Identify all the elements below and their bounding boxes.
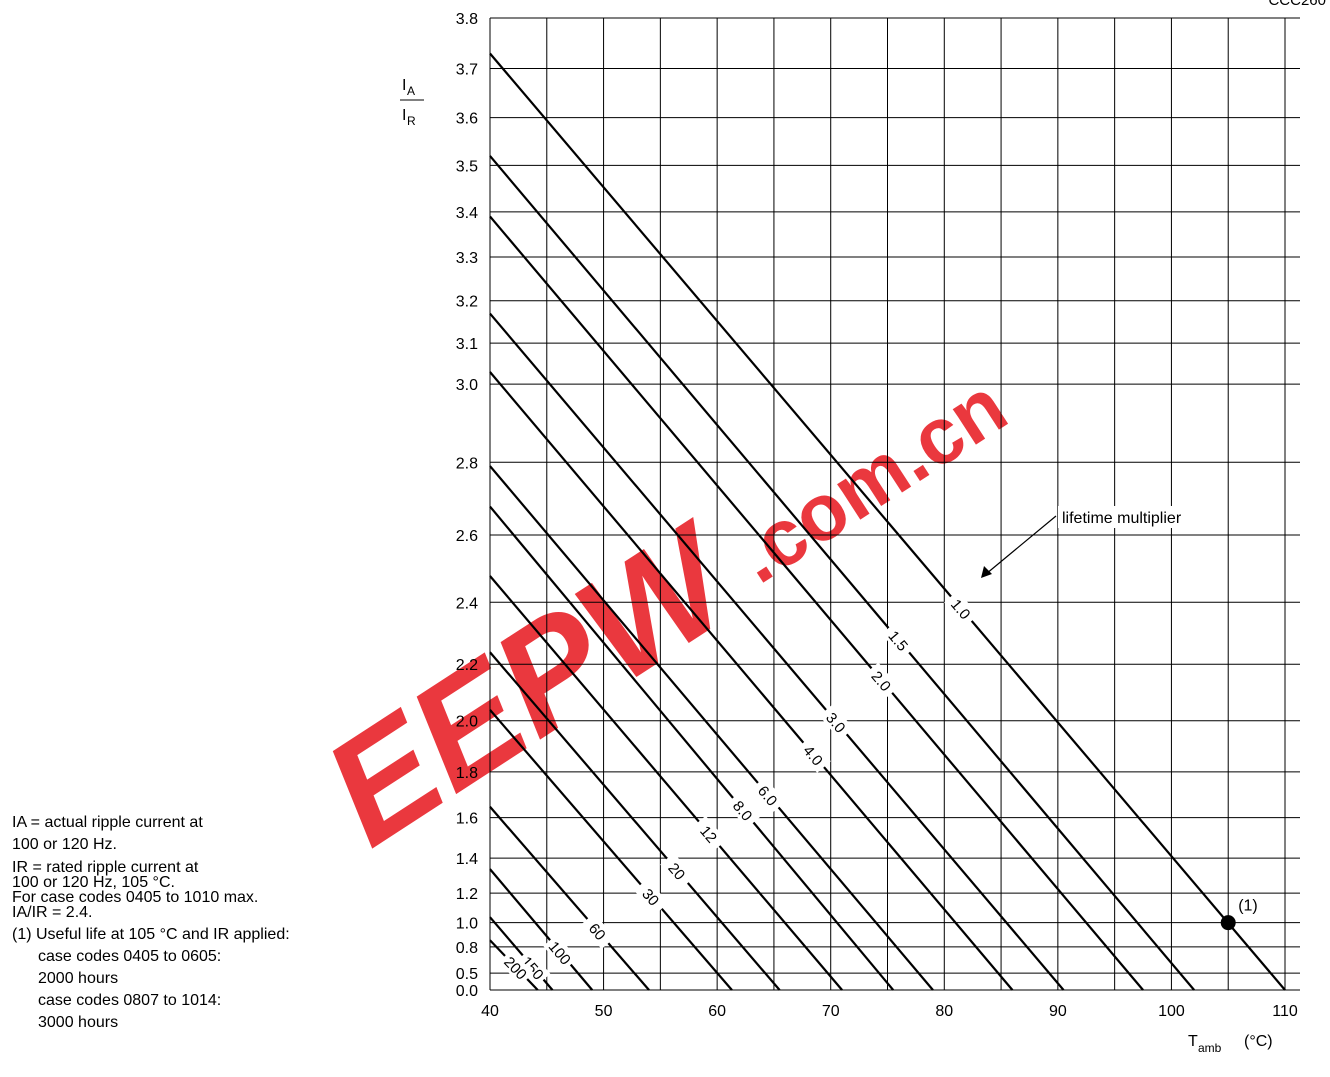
notes-block: IA = actual ripple current at 100 or 120…	[12, 812, 402, 1034]
series-line	[489, 155, 1195, 991]
y-tick-label: 3.8	[456, 11, 478, 28]
y-tick-label: 1.6	[456, 811, 478, 828]
y-tick-label: 3.5	[456, 158, 478, 175]
y-tick-label: 0.8	[456, 940, 478, 957]
point-1-label: (1)	[1238, 898, 1258, 915]
series-label-group: 20	[660, 852, 695, 889]
watermark-logo: EEPW.com.cn	[296, 361, 1022, 877]
series-line	[489, 215, 1144, 991]
y-tick-label: 1.8	[456, 765, 478, 782]
series-label-bg	[726, 792, 761, 829]
y-axis-ticks: 0.00.5 0.8 1.0 1.2 1.4 1.6 1.8 2.0 2.2 2.4 2.6 2.8 3…	[456, 11, 478, 1000]
y-tick-label: 1.4	[456, 851, 478, 868]
x-tick-label: 90	[1049, 1003, 1067, 1020]
note-case-codes-1: case codes 0405 to 0605:	[38, 948, 222, 965]
series-label-bg	[515, 949, 551, 986]
y-tick-label: 3.3	[456, 250, 478, 267]
series-line	[489, 575, 843, 991]
series-line	[489, 52, 1286, 991]
y-tick-label: 3.4	[456, 205, 478, 222]
y-tick-label: 3.6	[456, 111, 478, 128]
series-label-bg	[498, 949, 534, 986]
series-line	[489, 651, 781, 991]
series-label-group: 12	[691, 815, 727, 852]
x-axis-ticks: 40 50 60 70 80 90 100 110 T amb (°C)	[481, 1003, 1298, 1055]
note-case-line1: For case codes 0405 to 1010 max.	[12, 889, 259, 906]
series-label-bg	[944, 590, 979, 627]
y-tick-label: 3.1	[456, 336, 478, 353]
series-label-group: 8.0	[726, 792, 761, 829]
y-tick-label: 2.4	[456, 595, 478, 612]
series-label-bg	[580, 913, 616, 950]
y-tick-label: 2.6	[456, 528, 478, 545]
note-useful-life: (1) Useful life at 105 °C and IR applied…	[12, 926, 290, 943]
figure-code: CCC260	[1268, 0, 1326, 9]
y-tick-label: 0.5	[456, 966, 478, 983]
chart-annotations: I AI R(1)lifetime multiplier	[400, 77, 1258, 931]
series-label-bg	[660, 852, 695, 889]
series-line	[489, 709, 733, 991]
watermark-text: EEPW.com.cn	[296, 361, 1022, 877]
y-axis-label-denominator-sub: R	[407, 114, 416, 128]
series-label-bg	[864, 662, 900, 699]
series-line	[489, 465, 934, 991]
chart-grid	[489, 17, 1300, 991]
series-label-group: 60	[580, 913, 616, 950]
callout-bg	[1058, 506, 1218, 528]
note-ir-line2: 100 or 120 Hz, 105 °C.	[12, 874, 175, 891]
series-label-bg	[634, 878, 669, 915]
y-axis-label-numerator-sub: A	[407, 84, 415, 98]
note-ia-line1: IA = actual ripple current at	[12, 814, 203, 831]
y-tick-label: 3.2	[456, 294, 478, 311]
note-case-codes-1-hours: 2000 hours	[38, 970, 119, 987]
x-tick-label: 70	[822, 1003, 840, 1020]
y-tick-label: 1.0	[456, 916, 478, 933]
y-tick-label: 2.8	[456, 455, 478, 472]
note-ia-line2: 100 or 120 Hz.	[12, 836, 117, 853]
y-tick-label: 3.0	[456, 377, 478, 394]
y-tick-label: 1.2	[456, 886, 478, 903]
y-tick-label: 2.0	[456, 714, 478, 731]
x-tick-label: 100	[1158, 1003, 1185, 1020]
x-tick-label: 80	[935, 1003, 953, 1020]
y-tick-label: 0.0	[456, 983, 478, 1000]
series-line	[489, 806, 650, 991]
x-tick-label: 40	[481, 1003, 499, 1020]
series-label-bg	[691, 815, 727, 852]
x-axis-label: T	[1188, 1033, 1198, 1050]
series-label-bg	[881, 622, 917, 659]
series-line	[489, 371, 1014, 991]
x-tick-label: 60	[708, 1003, 726, 1020]
series-label-bg	[751, 777, 786, 814]
y-tick-label: 2.2	[456, 657, 478, 674]
y-axis-label-numerator: I	[402, 77, 406, 94]
series-label-bg	[543, 934, 578, 971]
y-tick-label: 3.7	[456, 61, 478, 78]
note-case-codes-2: case codes 0807 to 1014:	[38, 992, 222, 1009]
x-tick-label: 110	[1272, 1003, 1298, 1020]
x-tick-label: 50	[595, 1003, 613, 1020]
callout-arrow-line	[985, 515, 1057, 575]
callout-text: lifetime multiplier	[1062, 510, 1182, 527]
y-axis-label-denominator: I	[402, 107, 406, 124]
series-label-group: 30	[634, 878, 669, 915]
note-ir-line1: IR = rated ripple current at	[12, 859, 199, 876]
series-line	[489, 505, 895, 991]
point-1-marker	[1220, 915, 1236, 931]
series-line	[489, 312, 1065, 991]
x-axis-label-sub: amb	[1198, 1041, 1222, 1055]
note-case-line2: IA/IR = 2.4.	[12, 904, 93, 921]
x-axis-label-unit: (°C)	[1244, 1033, 1273, 1050]
series-label-bg	[796, 736, 831, 773]
note-case-codes-2-hours: 3000 hours	[38, 1014, 119, 1031]
series-line	[489, 868, 594, 991]
series-label-bg	[819, 704, 854, 741]
callout-arrow-head	[981, 566, 992, 578]
